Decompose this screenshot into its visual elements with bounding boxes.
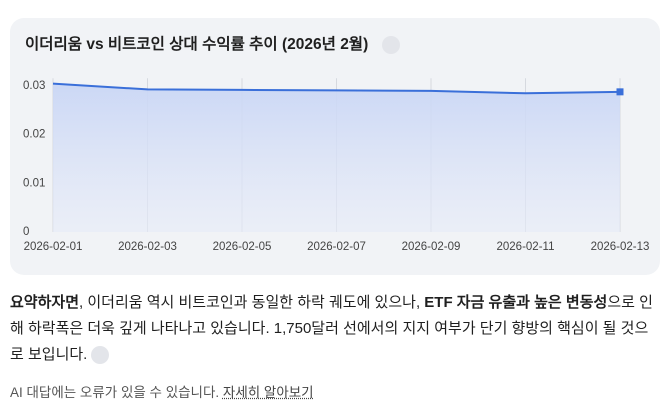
end-marker	[616, 88, 624, 96]
y-tick-label: 0.02	[23, 129, 45, 141]
footer: AI 대답에는 오류가 있을 수 있습니다. 자세히 알아보기	[10, 381, 314, 401]
link-icon[interactable]	[382, 36, 400, 54]
y-tick-label: 0	[23, 226, 29, 238]
learn-more-link[interactable]: 자세히 알아보기	[222, 385, 314, 400]
link-icon[interactable]	[91, 346, 110, 365]
summary: 요약하자면, 이더리움 역시 비트코인과 동일한 하락 궤도에 있으나, ETF…	[10, 290, 662, 368]
area	[53, 83, 620, 232]
chart: 이더리움 vs 비트코인 상대 수익률 추이 (2026년 2월) 0 0.01 0…	[23, 34, 650, 253]
x-tick-label: 2026-02-11	[497, 241, 555, 253]
chart-card: 이더리움 vs 비트코인 상대 수익률 추이 (2026년 2월) 0 0.01 0…	[10, 18, 660, 275]
bold-text: 요약하자면	[10, 294, 80, 311]
x-tick-label: 2026-02-05	[213, 241, 272, 253]
line	[52, 82, 621, 95]
chart-title: 이더리움 vs 비트코인 상대 수익률 추이 (2026년 2월)	[25, 34, 368, 53]
x-tick-label: 2026-02-13	[591, 241, 650, 253]
text: , 이더리움 역시 비트코인과 동일한 하락 궤도에 있으나,	[79, 294, 425, 311]
x-tick-label: 2026-02-09	[402, 241, 461, 253]
y-tick-label: 0.03	[23, 80, 45, 92]
x-tick-label: 2026-02-03	[118, 241, 177, 253]
y-tick-label: 0.01	[23, 177, 45, 189]
bold-text: ETF 자금 유출과 높은 변동성	[424, 294, 608, 311]
x-tick-label: 2026-02-01	[24, 241, 83, 253]
text: 으로 인해 하락폭은 더욱 깊게 나타나고 있습니다. 1,750달러 선에서의…	[10, 294, 653, 363]
notice: AI 대답에는 오류가 있을 수 있습니다.	[10, 385, 220, 400]
x-tick-label: 2026-02-07	[307, 241, 366, 253]
